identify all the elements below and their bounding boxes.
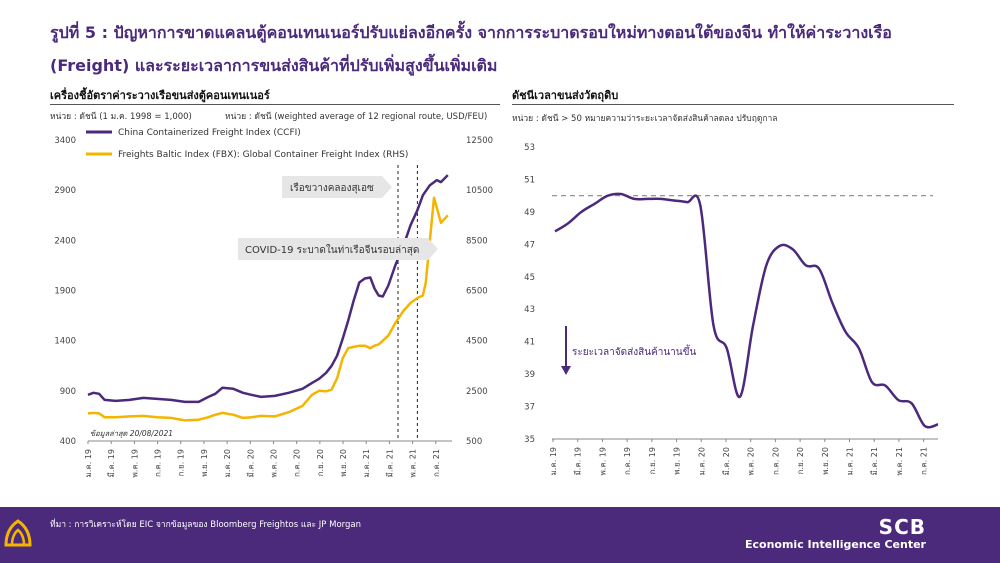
right-y-tick-label: 500 (466, 437, 482, 447)
source-note: ที่มา : การวิเคราะห์โดย EIC จากข้อมูลของ… (50, 520, 361, 530)
left-y-tick-label: 1900 (54, 287, 76, 297)
x-tick-label: พ.ย. 19 (673, 447, 682, 475)
x-tick-label: พ.ค. 19 (130, 449, 139, 477)
legend-label: China Containerized Freight Index (CCFI) (118, 128, 301, 138)
right-y-tick-label: 8500 (466, 236, 488, 246)
covid-annotation-arrow (238, 238, 438, 260)
page-title: รูปที่ 5 : ปัญหาการขาดแคลนตู้คอนเทนเนอร์… (50, 23, 892, 75)
x-tick-label: พ.ค. 20 (747, 447, 756, 475)
x-tick-label: ก.ย. 19 (648, 447, 657, 474)
x-tick-label: พ.ย. 19 (200, 449, 209, 477)
y-tick-label: 39 (524, 370, 535, 380)
suez-annotation-arrow (282, 176, 392, 198)
x-tick-label: พ.ค. 21 (895, 447, 904, 475)
left-y-tick-label: 1400 (54, 337, 76, 347)
left-y-tick-label: 2900 (54, 186, 76, 196)
y-tick-label: 51 (524, 175, 535, 185)
suez-annotation-label: เรือขวางคลองสุเอซ (290, 182, 374, 194)
y-tick-label: 35 (524, 435, 535, 445)
right-chart-rule (512, 104, 954, 105)
left-chart-rule (50, 104, 500, 105)
brand-name: SCB (878, 515, 926, 539)
x-tick-label: ก.ค. 20 (771, 447, 780, 475)
freight-chart: 400 900 1400 1900 2400 2900 3400 500 2500 4500 650… (54, 128, 493, 477)
left-chart-title: เครื่องชี้อัตราค่าระวางเรือขนส่งตู้คอนเท… (50, 89, 270, 102)
right-unit-label: หน่วย : ดัชนี (weighted average of 12 re… (225, 112, 488, 122)
left-y-tick-label: 400 (60, 437, 76, 447)
left-unit-label: หน่วย : ดัชนี (1 ม.ค. 1998 = 1,000) (50, 112, 192, 122)
pmi-unit-label: หน่วย : ดัชนี > 50 หมายความว่าระยะเวลาจั… (512, 114, 778, 124)
x-tick-label: พ.ย. 20 (821, 447, 830, 475)
right-y-tick-label: 12500 (466, 136, 493, 146)
right-y-tick-label: 6500 (466, 287, 488, 297)
legend-label: Freights Baltic Index (FBX): Global Cont… (118, 150, 408, 160)
x-tick-label: พ.ค. 19 (598, 447, 607, 475)
x-tick-label: ม.ค. 20 (697, 447, 706, 475)
x-tick-label: มี.ค. 20 (722, 447, 731, 475)
x-tick-label: ม.ค. 19 (84, 449, 93, 477)
x-tick-label: ม.ค. 21 (846, 447, 855, 475)
y-tick-label: 45 (524, 273, 535, 283)
right-chart-title: ดัชนีเวลาขนส่งวัตถุดิบ (512, 89, 619, 102)
longer-delivery-arrow-head (561, 366, 571, 375)
x-tick-label: มี.ค. 19 (107, 449, 116, 477)
y-tick-label: 43 (524, 305, 535, 315)
x-tick-label: มี.ค. 21 (870, 447, 879, 475)
left-y-tick-label: 3400 (54, 136, 76, 146)
x-tick-label: พ.ย. 20 (339, 449, 348, 477)
x-tick-label: มี.ค. 21 (385, 449, 394, 477)
x-tick-label: พ.ค. 21 (409, 449, 418, 477)
x-tick-label: ก.ค. 19 (154, 449, 163, 477)
x-tick-label: ก.ย. 20 (796, 447, 805, 474)
y-tick-label: 37 (524, 403, 535, 413)
right-y-tick-label: 10500 (466, 186, 493, 196)
y-tick-label: 47 (524, 240, 535, 250)
footer: ที่มา : การวิเคราะห์โดย EIC จากข้อมูลของ… (0, 507, 1000, 563)
x-tick-label: ก.ค. 21 (432, 449, 441, 477)
scb-logo-icon (4, 519, 32, 547)
delivery-time-chart: 35 37 39 41 43 45 47 49 51 53 ม.ค. 19 มี.ค. 19 พ.ค. … (524, 143, 939, 475)
y-tick-label: 41 (524, 338, 535, 348)
left-y-tick-label: 2400 (54, 236, 76, 246)
longer-delivery-label: ระยะเวลาจัดส่งสินค้านานขึ้น (572, 344, 696, 358)
right-y-tick-label: 4500 (466, 337, 488, 347)
latest-data-note: ข้อมูลล่าสุด 20/08/2021 (90, 429, 173, 438)
covid-annotation-label: COVID-19 ระบาดในท่าเรือจีนรอบล่าสุด (245, 244, 419, 256)
x-tick-label: ก.ย. 19 (177, 449, 186, 476)
x-tick-label: ก.ค. 20 (293, 449, 302, 477)
left-y-tick-label: 900 (60, 387, 76, 397)
y-tick-label: 53 (524, 143, 535, 153)
brand-subtitle: Economic Intelligence Center (744, 538, 926, 551)
x-tick-label: มี.ค. 19 (574, 447, 583, 475)
right-y-tick-label: 2500 (466, 387, 488, 397)
x-tick-label: ม.ค. 20 (223, 449, 232, 477)
x-tick-label: ก.ค. 19 (623, 447, 632, 475)
x-tick-label: ก.ค. 21 (920, 447, 929, 475)
x-tick-label: มี.ค. 20 (246, 449, 255, 477)
delivery-time-series-line (554, 192, 939, 429)
x-tick-label: ม.ค. 21 (362, 449, 371, 477)
fbx-series-line (87, 196, 449, 422)
y-tick-label: 49 (524, 208, 535, 218)
x-tick-label: ม.ค. 19 (549, 447, 558, 475)
x-tick-label: พ.ค. 20 (269, 449, 278, 477)
x-tick-label: ก.ย. 20 (316, 449, 325, 476)
